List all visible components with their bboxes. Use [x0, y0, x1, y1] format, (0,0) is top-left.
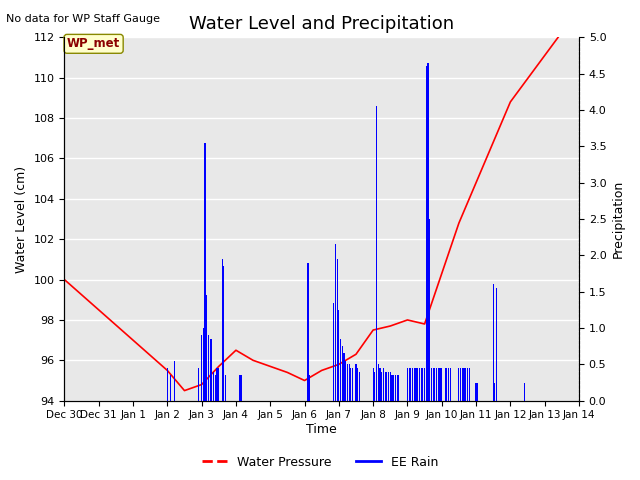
Bar: [173, 361, 175, 401]
Bar: [463, 368, 465, 401]
Text: No data for WP Staff Gauge: No data for WP Staff Gauge: [6, 14, 161, 24]
Bar: [221, 259, 223, 401]
Bar: [218, 368, 220, 401]
Bar: [357, 368, 358, 401]
Bar: [412, 368, 413, 401]
Bar: [422, 368, 424, 401]
Bar: [167, 368, 168, 401]
Bar: [376, 107, 377, 401]
Bar: [225, 375, 226, 401]
Bar: [208, 336, 209, 401]
Bar: [419, 368, 420, 401]
Bar: [213, 372, 214, 401]
Bar: [426, 66, 427, 401]
Bar: [460, 368, 461, 401]
Bar: [374, 372, 376, 401]
Bar: [347, 364, 348, 401]
Bar: [345, 361, 346, 401]
Bar: [337, 259, 338, 401]
Bar: [350, 368, 351, 401]
Bar: [462, 368, 463, 401]
Bar: [467, 368, 468, 401]
Bar: [203, 328, 204, 401]
Y-axis label: Water Level (cm): Water Level (cm): [15, 166, 28, 273]
Bar: [417, 368, 419, 401]
Bar: [359, 372, 360, 401]
Bar: [395, 375, 396, 401]
Bar: [410, 368, 412, 401]
Bar: [494, 383, 495, 401]
Bar: [496, 288, 497, 401]
Bar: [448, 368, 449, 401]
Bar: [477, 383, 478, 401]
Bar: [390, 372, 391, 401]
Bar: [446, 368, 447, 401]
Bar: [431, 368, 432, 401]
Bar: [206, 295, 207, 401]
Bar: [241, 375, 242, 401]
Bar: [211, 339, 212, 401]
Bar: [372, 368, 374, 401]
Bar: [355, 364, 356, 401]
Bar: [393, 375, 394, 401]
Bar: [524, 383, 525, 401]
Bar: [428, 63, 429, 401]
Legend: Water Pressure, EE Rain: Water Pressure, EE Rain: [196, 451, 444, 474]
Bar: [309, 375, 310, 401]
Y-axis label: Precipitation: Precipitation: [612, 180, 625, 258]
Bar: [239, 375, 240, 401]
Bar: [465, 368, 467, 401]
Bar: [383, 368, 384, 401]
Bar: [335, 244, 336, 401]
Bar: [415, 368, 417, 401]
Bar: [433, 368, 434, 401]
Bar: [210, 339, 211, 401]
Bar: [378, 364, 379, 401]
Bar: [429, 219, 430, 401]
Bar: [333, 302, 334, 401]
Bar: [476, 383, 477, 401]
Bar: [493, 285, 494, 401]
Bar: [307, 263, 308, 401]
Bar: [438, 368, 439, 401]
Bar: [198, 368, 199, 401]
Bar: [340, 339, 341, 401]
Bar: [407, 368, 408, 401]
Bar: [342, 346, 343, 401]
Bar: [215, 375, 216, 401]
Bar: [413, 368, 415, 401]
Bar: [441, 368, 442, 401]
Bar: [201, 336, 202, 401]
Title: Water Level and Precipitation: Water Level and Precipitation: [189, 15, 454, 33]
Bar: [352, 368, 353, 401]
Bar: [216, 368, 218, 401]
Bar: [380, 368, 381, 401]
Bar: [388, 372, 389, 401]
Bar: [468, 368, 470, 401]
Bar: [170, 375, 172, 401]
Bar: [385, 372, 386, 401]
Text: WP_met: WP_met: [67, 37, 120, 50]
Bar: [450, 368, 451, 401]
Bar: [381, 372, 382, 401]
Bar: [424, 368, 425, 401]
X-axis label: Time: Time: [307, 423, 337, 436]
Bar: [420, 368, 422, 401]
Bar: [223, 266, 225, 401]
Bar: [398, 375, 399, 401]
Bar: [458, 368, 460, 401]
Bar: [408, 368, 410, 401]
Bar: [436, 368, 437, 401]
